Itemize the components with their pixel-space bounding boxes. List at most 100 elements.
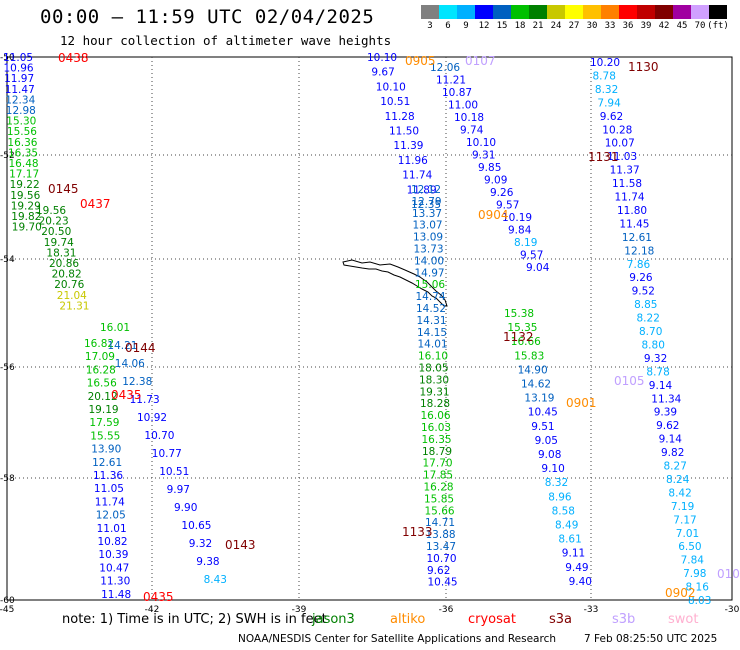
track-west-a: 11.0510.9611.9711.4712.3412.9815.3015.56… (3, 52, 42, 234)
colorbar-swatch (709, 5, 727, 19)
wave-height-value: 15.66 (425, 505, 455, 517)
latitude-label: -54 (0, 255, 15, 265)
generated-timestamp: 7 Feb 08:25:50 UTC 2025 (584, 633, 718, 645)
wave-height-value: 11.96 (398, 155, 428, 167)
wave-height-value: 14.31 (417, 315, 447, 327)
wave-height-value: 11.48 (101, 589, 131, 601)
wave-height-value: 11.73 (130, 394, 160, 406)
wave-height-value: 16.82 (84, 338, 114, 350)
wave-height-value: 20.76 (54, 279, 84, 291)
wave-height-value: 10.39 (98, 549, 128, 561)
wave-height-value: 9.14 (659, 434, 683, 446)
wave-height-value: 10.87 (442, 87, 472, 99)
longitude-label: -36 (439, 605, 454, 615)
wave-height-value: 10.10 (367, 52, 397, 64)
wave-height-value: 16.56 (87, 378, 117, 390)
wave-height-value: 8.27 (664, 461, 687, 473)
wave-height-value: 16.03 (421, 422, 451, 434)
wave-height-value: 11.05 (3, 52, 33, 64)
wave-height-value: 16.36 (7, 137, 37, 149)
track-west-d: 16.01 14.21 14.06 12.38 11.73 10.92 10.70 10.77… (100, 322, 227, 586)
wave-height-value: 9.26 (629, 272, 653, 284)
wave-height-value: 8.61 (558, 534, 581, 546)
pass-time-label: 0901 (566, 396, 597, 410)
wave-height-value: 14.90 (518, 364, 548, 376)
pass-time-label: 0904 (478, 208, 509, 222)
wave-height-value: 8.42 (668, 487, 691, 499)
colorbar-label: 6 (445, 21, 451, 31)
wave-height-value: 11.39 (393, 140, 423, 152)
wave-height-value: 15.06 (415, 279, 445, 291)
wave-height-value: 10.45 (428, 577, 458, 589)
wave-height-value: 9.49 (565, 562, 588, 574)
wave-height-value: 11.45 (619, 218, 649, 230)
wave-height-value: 10.07 (605, 138, 635, 150)
wave-height-value: 9.85 (478, 162, 501, 174)
colorbar-swatch (637, 5, 655, 19)
wave-height-value: 19.82 (11, 211, 41, 223)
wave-height-value: 11.21 (436, 75, 466, 87)
track-mid-a: 10.10 9.67 10.10 10.51 11.28 11.50 11.39 11.96 1… (367, 52, 441, 211)
wave-height-value: 8.70 (639, 326, 662, 338)
wave-height-colorbar (421, 5, 727, 19)
wave-height-value: 20.82 (52, 269, 82, 281)
wave-height-value: 9.31 (472, 150, 495, 162)
colorbar-swatch (565, 5, 583, 19)
colorbar-label: 21 (532, 21, 544, 31)
wave-height-value: 11.00 (448, 100, 478, 112)
wave-height-value: 9.10 (541, 463, 564, 475)
colorbar-labels: 3 6 9 12 15 18 21 24 27 30 33 36 39 42 45 70 (ft) (421, 21, 729, 33)
wave-height-value: 11.58 (612, 178, 642, 190)
wave-height-value: 8.22 (637, 313, 660, 325)
wave-height-value: 9.38 (196, 556, 219, 568)
wave-height-value: 20.50 (41, 226, 71, 238)
colorbar-label: 18 (514, 21, 526, 31)
wave-height-value: 14.21 (107, 340, 137, 352)
colorbar-label: 9 (463, 21, 469, 31)
colorbar-swatch (457, 5, 475, 19)
wave-height-value: 12.38 (122, 376, 152, 388)
wave-height-value: 8.24 (666, 474, 690, 486)
credit-line: NOAA/NESDIS Center for Satellite Applica… (238, 633, 556, 645)
colorbar-swatch (439, 5, 457, 19)
wave-height-value: 10.19 (502, 212, 532, 224)
pass-time-label: 0435 (143, 590, 174, 604)
pass-time-label: 0435 (111, 388, 142, 402)
wave-height-value: 6.50 (678, 541, 701, 553)
pass-time-label: 0438 (58, 51, 89, 65)
longitude-label: -39 (292, 605, 307, 615)
wave-height-value: 7.01 (676, 528, 699, 540)
wave-height-value: 19.31 (420, 386, 450, 398)
wave-height-value: 11.34 (651, 393, 681, 405)
wave-height-value: 16.28 (86, 364, 116, 376)
colorbar-label: 36 (622, 21, 634, 31)
wave-height-value: 16.48 (9, 158, 39, 170)
wave-height-value: 19.56 (36, 205, 66, 217)
colorbar-label: 45 (676, 21, 688, 31)
wave-height-value: 8.32 (595, 84, 618, 96)
wave-height-value: 21.04 (57, 290, 87, 302)
colorbar-label: 12 (478, 21, 490, 31)
colorbar-swatch (673, 5, 691, 19)
wave-height-value: 11.74 (615, 192, 645, 204)
wave-height-value: 9.08 (538, 449, 561, 461)
wave-height-value: 9.52 (632, 286, 655, 298)
wave-height-value: 15.30 (6, 116, 36, 128)
wave-height-value: 19.56 (10, 190, 40, 202)
pass-time-label: 1132 (503, 330, 534, 344)
pass-time-label: 0902 (665, 586, 696, 600)
wave-height-value: 11.97 (4, 73, 34, 85)
pass-time-label: 0143 (225, 538, 256, 552)
wave-height-value: 9.62 (656, 420, 679, 432)
wave-height-value: 13.73 (414, 244, 444, 256)
wave-height-value: 9.14 (649, 380, 673, 392)
longitude-label: -45 (0, 605, 14, 615)
south-georgia-island (342, 259, 448, 307)
wave-height-value: 9.51 (531, 421, 554, 433)
wave-height-value: 10.92 (137, 412, 167, 424)
wave-height-value: 11.05 (94, 483, 124, 495)
wave-height-value: 19.19 (89, 404, 119, 416)
